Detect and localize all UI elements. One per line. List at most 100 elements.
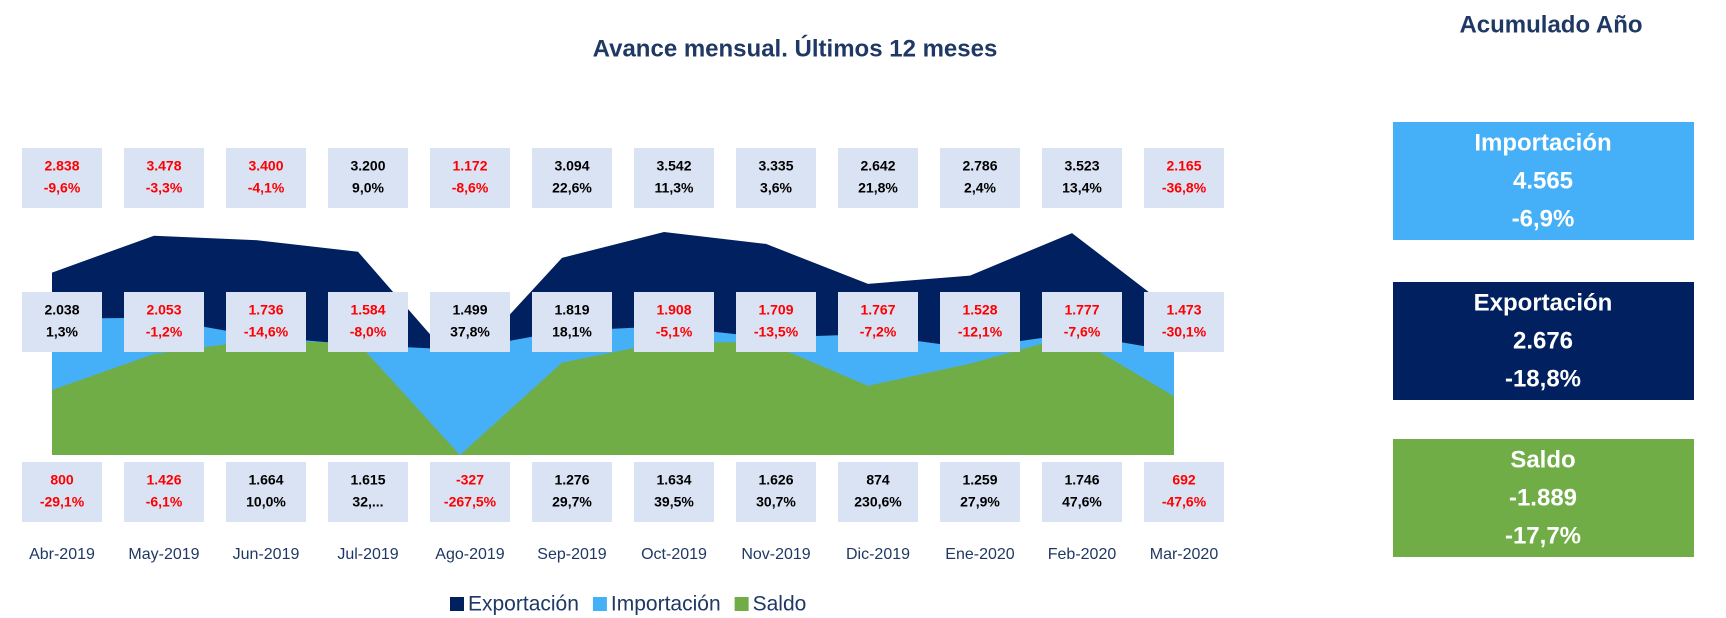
summary-title: Acumulado Año xyxy=(1459,11,1642,38)
value-label: 1.664 xyxy=(248,472,283,488)
summary-name: Exportación xyxy=(1474,289,1613,316)
value-label: 1.584 xyxy=(350,302,385,318)
value-label: 1.172 xyxy=(452,158,487,174)
change-label: -6,1% xyxy=(146,494,183,510)
label-box xyxy=(226,292,306,352)
change-label: 30,7% xyxy=(756,494,796,510)
summary-value: 4.565 xyxy=(1513,167,1573,194)
change-label: 32,... xyxy=(352,494,383,510)
label-box xyxy=(124,462,204,522)
change-label: 29,7% xyxy=(552,494,592,510)
x-tick-label: Oct-2019 xyxy=(641,546,707,563)
x-tick-label: Ene-2020 xyxy=(945,546,1014,563)
change-label: -4,1% xyxy=(248,180,285,196)
label-box xyxy=(226,462,306,522)
chart-title: Avance mensual. Últimos 12 meses xyxy=(593,34,998,62)
summary-box xyxy=(1393,122,1694,240)
value-label: 2.165 xyxy=(1166,158,1201,174)
value-label: 1.746 xyxy=(1064,472,1099,488)
label-box xyxy=(940,292,1020,352)
change-label: 18,1% xyxy=(552,324,592,340)
value-label: -327 xyxy=(456,472,484,488)
value-label: 1.634 xyxy=(656,472,691,488)
label-box xyxy=(430,292,510,352)
label-box xyxy=(736,292,816,352)
label-box xyxy=(940,462,1020,522)
x-tick-label: Jun-2019 xyxy=(233,546,300,563)
value-label: 1.473 xyxy=(1166,302,1201,318)
summary-value: 2.676 xyxy=(1513,327,1573,354)
change-label: -30,1% xyxy=(1162,324,1207,340)
change-label: 3,6% xyxy=(760,180,792,196)
change-label: -47,6% xyxy=(1162,494,1207,510)
value-label: 1.819 xyxy=(554,302,589,318)
value-label: 1.777 xyxy=(1064,302,1099,318)
summary-value: -1.889 xyxy=(1509,484,1577,511)
x-tick-label: May-2019 xyxy=(128,546,199,563)
value-label: 3.094 xyxy=(554,158,589,174)
label-box xyxy=(226,148,306,208)
value-label: 2.053 xyxy=(146,302,181,318)
label-box xyxy=(1042,148,1122,208)
label-box xyxy=(22,148,102,208)
value-label: 3.523 xyxy=(1064,158,1099,174)
label-box xyxy=(634,462,714,522)
summary-box xyxy=(1393,439,1694,557)
change-label: 1,3% xyxy=(46,324,78,340)
label-box xyxy=(940,148,1020,208)
label-box xyxy=(736,462,816,522)
label-box xyxy=(1144,462,1224,522)
label-box xyxy=(838,148,918,208)
change-label: 2,4% xyxy=(964,180,996,196)
change-label: 11,3% xyxy=(655,180,694,196)
value-label: 3.542 xyxy=(656,158,691,174)
x-tick-label: Ago-2019 xyxy=(435,546,504,563)
change-label: -12,1% xyxy=(958,324,1003,340)
value-label: 2.786 xyxy=(962,158,997,174)
change-label: -8,6% xyxy=(452,180,489,196)
label-box xyxy=(430,148,510,208)
value-label: 3.335 xyxy=(758,158,793,174)
x-tick-label: Feb-2020 xyxy=(1048,546,1117,563)
change-label: 9,0% xyxy=(352,180,384,196)
label-box xyxy=(124,292,204,352)
change-label: -29,1% xyxy=(40,494,85,510)
summary-change: -17,7% xyxy=(1505,522,1581,549)
value-label: 1.626 xyxy=(758,472,793,488)
value-label: 1.767 xyxy=(860,302,895,318)
change-label: 22,6% xyxy=(552,180,592,196)
value-label: 1.499 xyxy=(452,302,487,318)
change-label: -8,0% xyxy=(350,324,387,340)
label-box xyxy=(430,462,510,522)
label-box xyxy=(1144,148,1224,208)
legend-label: Importación xyxy=(611,593,721,616)
legend-swatch xyxy=(450,597,464,611)
x-tick-label: Nov-2019 xyxy=(741,546,810,563)
x-tick-label: Jul-2019 xyxy=(337,546,398,563)
label-box xyxy=(736,148,816,208)
x-tick-label: Abr-2019 xyxy=(29,546,95,563)
x-tick-label: Mar-2020 xyxy=(1150,546,1219,563)
change-label: -36,8% xyxy=(1162,180,1207,196)
change-label: 230,6% xyxy=(854,494,902,510)
value-label: 2.642 xyxy=(860,158,895,174)
value-label: 800 xyxy=(50,472,74,488)
value-label: 1.528 xyxy=(962,302,997,318)
legend-swatch xyxy=(734,597,749,611)
summary-box xyxy=(1393,282,1694,400)
label-box xyxy=(634,292,714,352)
value-label: 1.615 xyxy=(350,472,385,488)
label-box xyxy=(328,462,408,522)
value-label: 1.426 xyxy=(146,472,181,488)
label-box xyxy=(328,148,408,208)
change-label: -1,2% xyxy=(146,324,183,340)
label-box xyxy=(328,292,408,352)
change-label: -267,5% xyxy=(444,494,497,510)
value-label: 3.478 xyxy=(146,158,181,174)
label-box xyxy=(838,462,918,522)
value-label: 2.838 xyxy=(44,158,79,174)
x-tick-label: Dic-2019 xyxy=(846,546,910,563)
change-label: 37,8% xyxy=(450,324,490,340)
value-label: 3.200 xyxy=(350,158,385,174)
